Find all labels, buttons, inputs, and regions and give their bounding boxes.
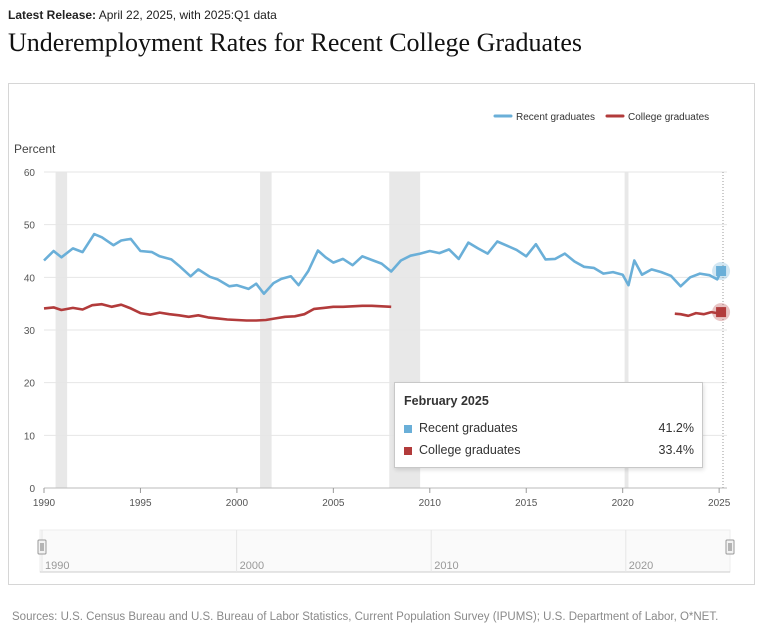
recent-marker: [716, 266, 727, 277]
navigator-label: 1990: [45, 560, 69, 572]
college-swatch-icon: [404, 447, 412, 455]
legend-college-label[interactable]: College graduates: [628, 112, 709, 123]
college-marker: [716, 307, 727, 318]
tooltip: February 2025 Recent graduates 41.2% Col…: [394, 382, 703, 468]
release-date: April 22, 2025, with 2025:Q1 data: [98, 8, 277, 22]
tooltip-row-college: College graduates 33.4%: [404, 443, 694, 459]
tooltip-title: February 2025: [404, 394, 489, 408]
y-axis-label: Percent: [14, 142, 56, 156]
x-tick-label: 2000: [226, 498, 249, 509]
navigator-label: 2010: [434, 560, 458, 572]
navigator-track: [39, 529, 731, 573]
x-tick-label: 2010: [419, 498, 442, 509]
x-axis-ticks: 1990 1995 2000 2005 2010 2015 2020 2025: [33, 488, 731, 509]
release-info: Latest Release: April 22, 2025, with 202…: [8, 8, 277, 22]
page-title: Underemployment Rates for Recent College…: [8, 28, 582, 57]
y-axis-ticks: 0 10 20 30 40 50 60: [24, 168, 36, 495]
y-tick-label: 30: [24, 326, 36, 337]
x-tick-label: 2020: [612, 498, 635, 509]
range-navigator: 1990 2000 2010 2020: [37, 529, 735, 573]
tooltip-value: 41.2%: [658, 421, 694, 435]
x-tick-label: 2005: [322, 498, 345, 509]
navigator-label: 2000: [240, 560, 264, 572]
sources-note: Sources: U.S. Census Bureau and U.S. Bur…: [12, 611, 719, 623]
chart-svg: 0 10 20 30 40 50 60 1990 1995 2000 2005 2010 2015 20…: [14, 112, 735, 573]
college-graduates-line: [43, 302, 392, 322]
x-tick-label: 1990: [33, 498, 56, 509]
y-tick-label: 0: [29, 484, 35, 495]
series-lines: [43, 232, 731, 322]
navigator-label: 2020: [629, 560, 653, 572]
chart-container: 0 10 20 30 40 50 60 1990 1995 2000 2005 2010 2015 20…: [8, 83, 755, 585]
navigator-left-handle[interactable]: [37, 539, 47, 555]
y-tick-label: 40: [24, 273, 36, 284]
legend-recent-label[interactable]: Recent graduates: [516, 112, 595, 123]
x-tick-label: 1995: [129, 498, 152, 509]
y-tick-label: 20: [24, 379, 36, 390]
tooltip-label: Recent graduates: [419, 421, 518, 435]
x-tick-label: 2015: [515, 498, 538, 509]
y-tick-label: 50: [24, 221, 36, 232]
y-tick-label: 60: [24, 168, 36, 179]
x-tick-label: 2025: [708, 498, 731, 509]
tooltip-row-recent: Recent graduates 41.2%: [404, 421, 694, 437]
recent-graduates-line: [43, 232, 723, 295]
navigator-right-handle[interactable]: [725, 539, 735, 555]
gridlines: [44, 171, 727, 489]
tooltip-label: College graduates: [419, 443, 521, 457]
tooltip-value: 33.4%: [658, 443, 694, 457]
legend: Recent graduates College graduates: [493, 112, 709, 123]
y-tick-label: 10: [24, 431, 36, 442]
release-label: Latest Release:: [8, 8, 97, 22]
recent-swatch-icon: [404, 425, 412, 433]
